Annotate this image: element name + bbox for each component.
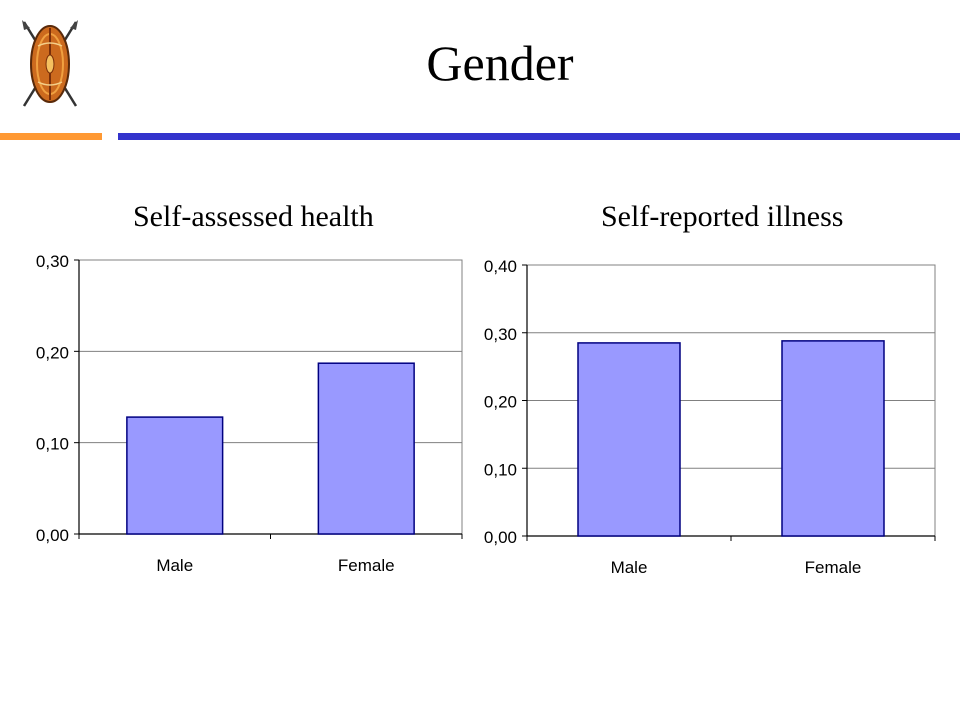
maasai-shield-icon: [18, 18, 82, 110]
chart-self-assessed-health: 0,00 0,10 0,20 0,30 Male Female: [0, 236, 480, 596]
title-rule-orange: [0, 133, 102, 140]
y-tick-label: 0,30: [36, 252, 69, 271]
y-tick-label: 0,30: [484, 325, 517, 344]
y-tick-label: 0,10: [484, 460, 517, 479]
bar-female: [317, 362, 415, 535]
title-rule-blue: [118, 133, 960, 140]
chart-self-reported-illness: 0,00 0,10 0,20 0,30 0,40 Male Female: [480, 236, 960, 596]
x-tick-label: Female: [805, 558, 862, 577]
bar-male: [577, 342, 681, 537]
bar-chart-right: 0,00 0,10 0,20 0,30 0,40 Male Female: [484, 257, 936, 577]
bar-male: [126, 416, 224, 535]
chart-title-left: Self-assessed health: [133, 200, 374, 233]
page-title: Gender: [426, 35, 574, 91]
y-tick-label: 0,20: [484, 393, 517, 412]
bar-chart-left: 0,00 0,10 0,20 0,30 Male Female: [36, 252, 463, 575]
chart-title-right: Self-reported illness: [601, 200, 844, 233]
x-tick-label: Female: [338, 556, 395, 575]
bar-female: [781, 340, 885, 537]
y-tick-label: 0,10: [36, 435, 69, 454]
x-tick-label: Male: [156, 556, 193, 575]
x-tick-label: Male: [611, 558, 648, 577]
y-tick-label: 0,00: [484, 528, 517, 547]
y-tick-label: 0,20: [36, 343, 69, 362]
y-tick-label: 0,00: [36, 526, 69, 545]
y-tick-label: 0,40: [484, 257, 517, 276]
